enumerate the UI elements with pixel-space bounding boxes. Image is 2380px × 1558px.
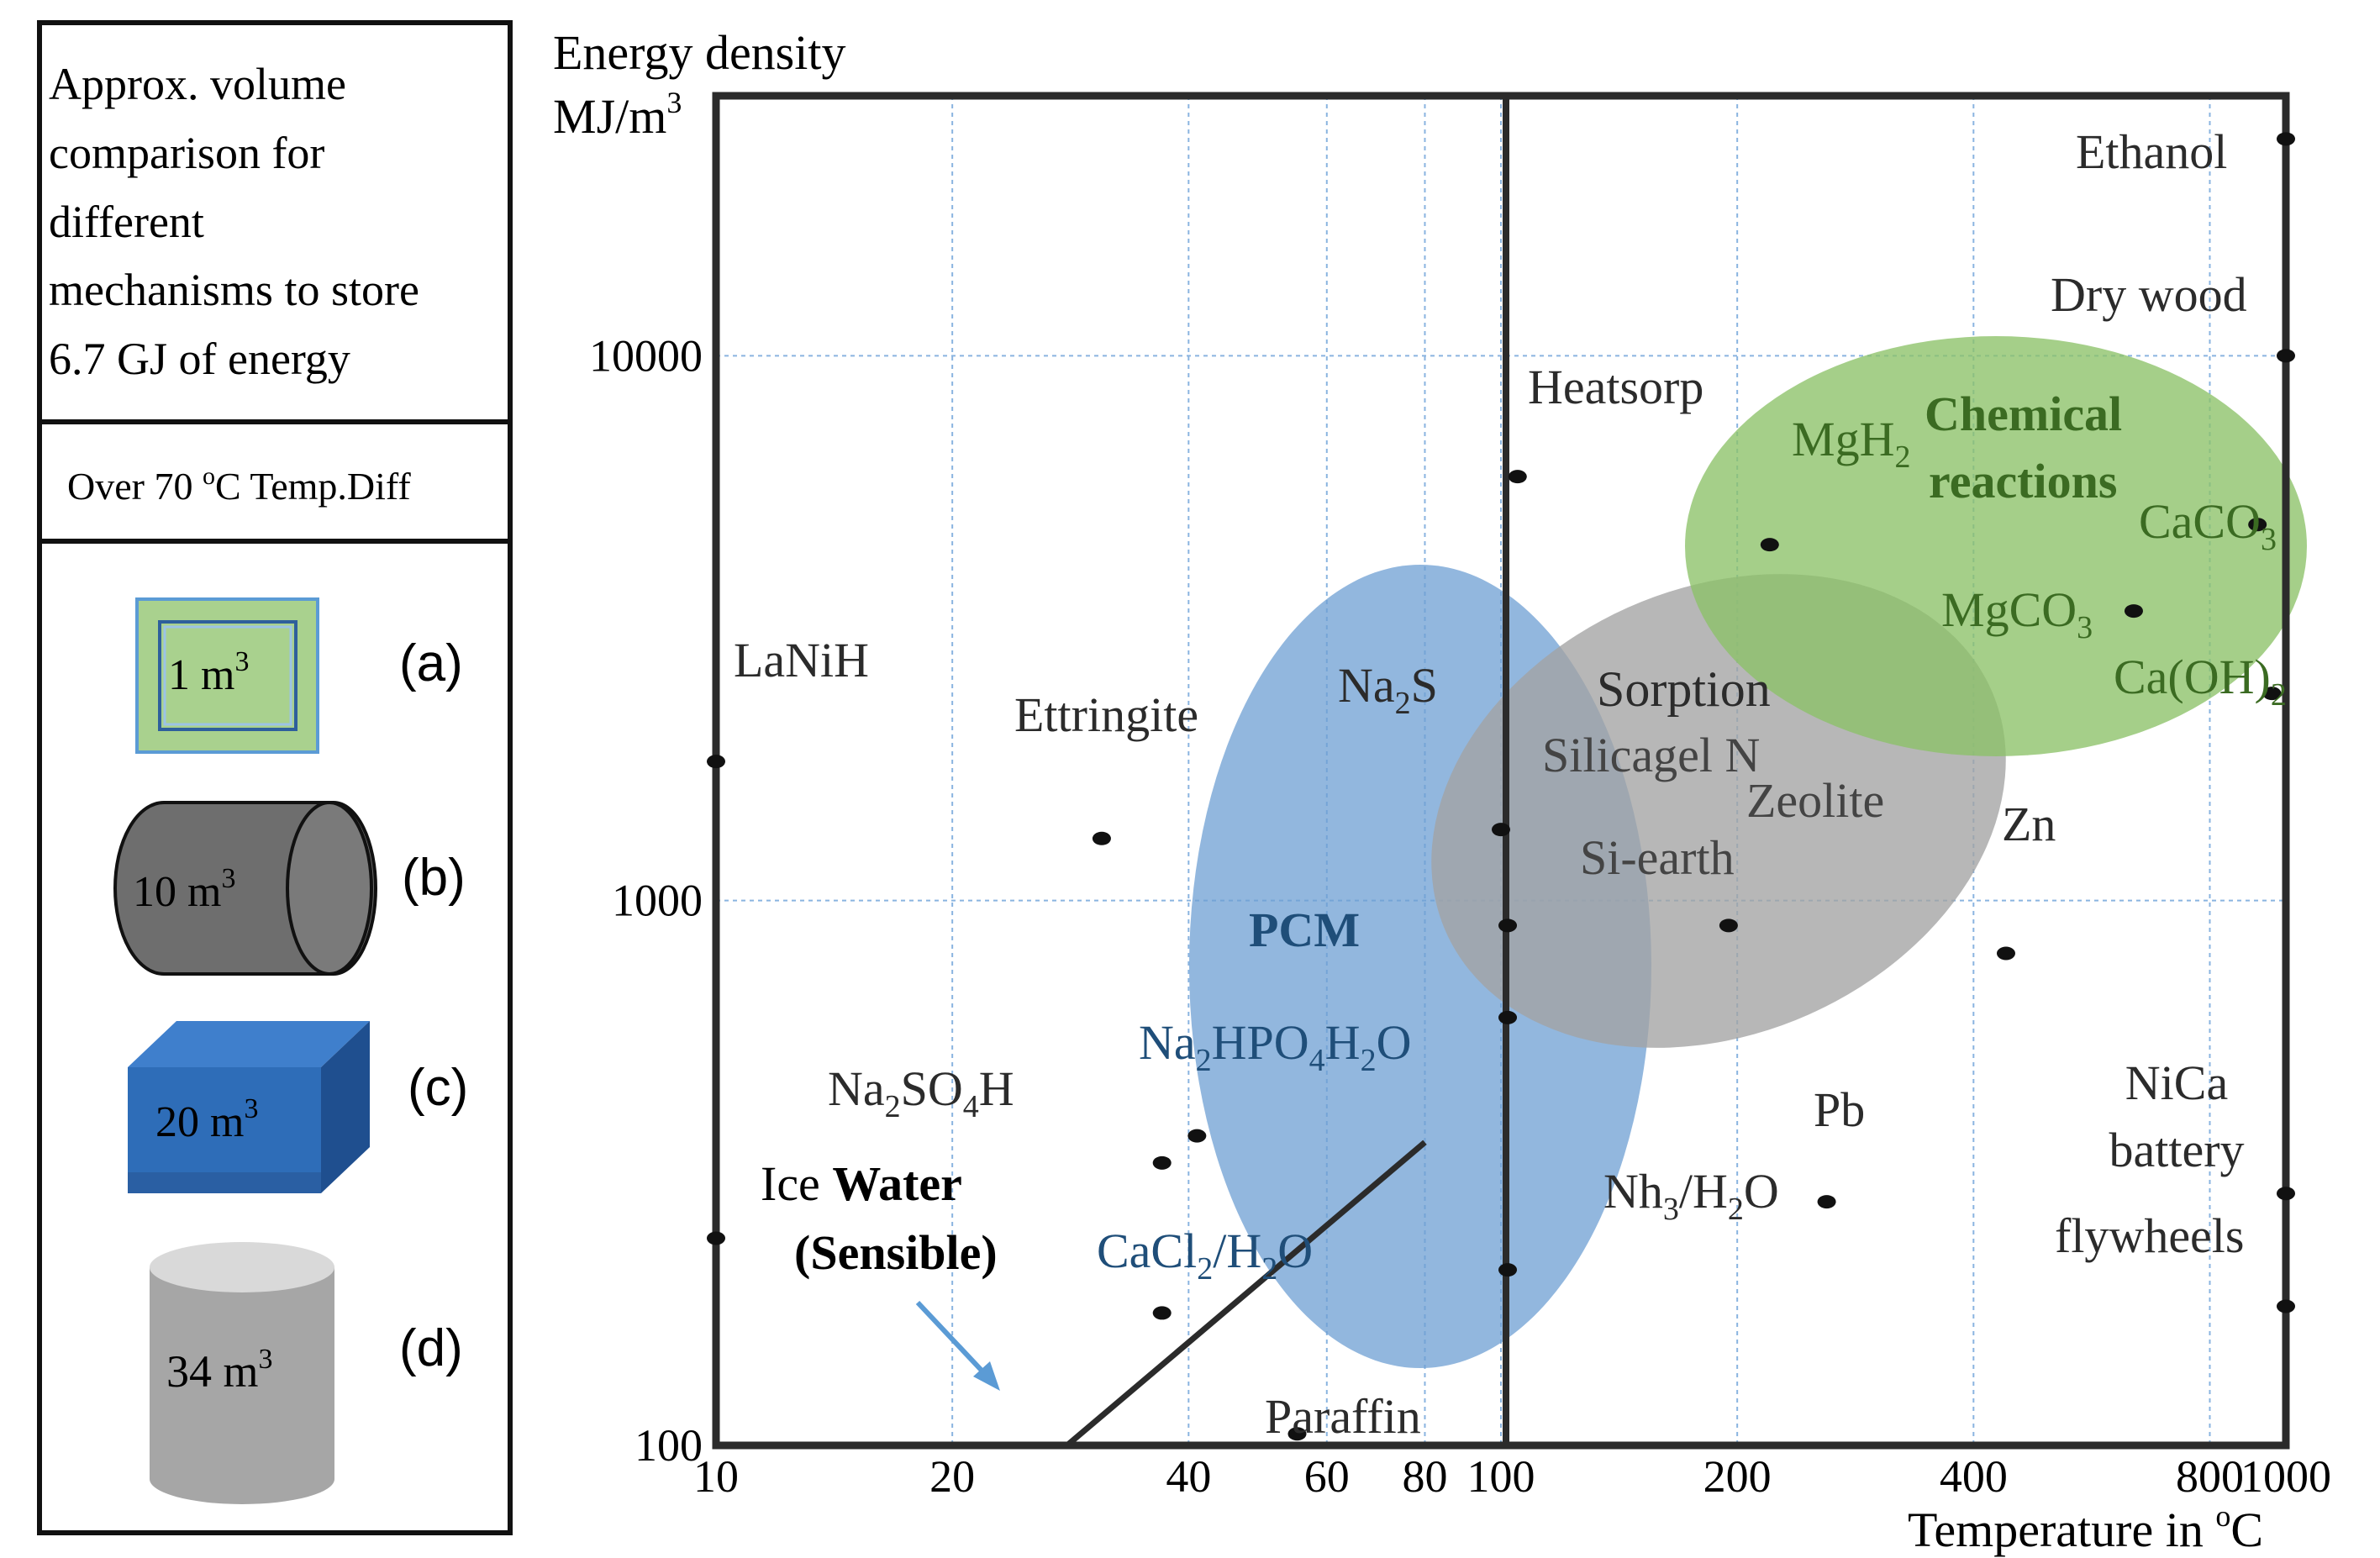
legend-panel: Approx. volume comparison for different … [37, 20, 513, 1535]
shape-b-volume: 10 m3 [133, 863, 235, 916]
data-point [1287, 1427, 1307, 1441]
shape-b-tag: (b) [402, 849, 466, 907]
shape-c-cuboid: 20 m3 [128, 1021, 370, 1193]
shape-c-volume: 20 m3 [155, 1093, 258, 1146]
shape-d-tank: 34 m3 [150, 1242, 334, 1504]
legend-title-line-4: mechanisms to store [49, 265, 419, 315]
point-label: Na2SO4H [828, 1061, 1014, 1124]
data-point [1498, 918, 1518, 933]
temp-diff-label: Over 70 oC Temp.Diff [67, 462, 411, 508]
point-label: Dry wood [2051, 267, 2247, 322]
data-point [1152, 1306, 1172, 1320]
region-chemical [1685, 336, 2307, 756]
data-point [1760, 538, 1779, 552]
x-tick-label: 20 [929, 1451, 975, 1502]
point-label-line-2: battery [2109, 1123, 2244, 1177]
shape-a-volume: 1 m3 [168, 646, 249, 699]
point-label: Ettringite [1014, 687, 1198, 742]
point-label: Na2HPO4H2O [1139, 1015, 1411, 1078]
data-point [2248, 518, 2267, 532]
point-label: Zeolite [1746, 773, 1884, 828]
data-point [2277, 1299, 2295, 1313]
region-label-sorption: Sorption [1597, 661, 1771, 717]
point-label: NiCa [2125, 1055, 2228, 1110]
y-tick-label: 1000 [612, 876, 703, 926]
region-label-chemical-1: Chemical [1925, 387, 2122, 441]
data-point [1092, 831, 1111, 845]
data-point [1498, 1263, 1518, 1277]
shape-d-volume: 34 m3 [166, 1344, 273, 1397]
y-tick-label: 100 [634, 1420, 703, 1471]
data-point [1498, 1010, 1518, 1024]
point-label: Nh3/H2O [1603, 1164, 1779, 1227]
point-label: Heatsorp [1528, 360, 1703, 414]
data-point [1492, 823, 1510, 837]
y-axis-label-line-2: MJ/m3 [553, 86, 682, 144]
point-label: Si-earth [1580, 830, 1735, 885]
data-point [2277, 132, 2295, 146]
point-label: LaNiH [734, 633, 869, 687]
annotation-sensible: (Sensible) [794, 1225, 998, 1280]
point-label: Paraffin [1265, 1389, 1421, 1444]
data-point [1719, 918, 1738, 933]
shape-d-tag: (d) [399, 1319, 463, 1377]
annotation-ice-water: Ice Water [761, 1156, 962, 1211]
annotation-arrow [915, 1300, 1000, 1391]
region-label-pcm: PCM [1249, 903, 1360, 957]
point-label: Pb [1814, 1082, 1865, 1137]
data-point [1508, 470, 1527, 484]
data-point [2124, 604, 2143, 618]
point-label: MgH2 [1792, 412, 1910, 475]
legend-title-line-2: comparison for [49, 128, 324, 178]
data-point [2277, 349, 2295, 363]
y-axis-label-line-1: Energy density [553, 25, 845, 80]
data-points: Ethanol Dry wood Heatsorp MgH2 CaCO3 MgCO3 Ca(… [707, 124, 2295, 1444]
point-label: CaCO3 [2139, 494, 2277, 557]
legend-title: Approx. volume comparison for different … [49, 59, 430, 384]
point-label: Ca(OH)2 [2114, 650, 2287, 713]
legend-title-line-5: 6.7 GJ of energy [49, 334, 350, 384]
point-label: Zn [2002, 797, 2056, 851]
data-point [2262, 687, 2282, 701]
point-label: flywheels [2055, 1208, 2245, 1263]
data-point [1187, 1129, 1207, 1143]
x-tick-label: 1000 [2240, 1451, 2331, 1502]
x-tick-label: 200 [1703, 1451, 1772, 1502]
point-label: Na2S [1338, 658, 1438, 721]
shape-b-cylinder: 10 m3 [113, 801, 377, 976]
sensible-water-line [1065, 1140, 1427, 1448]
data-point [1996, 946, 2015, 961]
region-label-chemical-2: reactions [1929, 454, 2117, 508]
x-axis-label: Temperature in oC [1908, 1499, 2263, 1557]
shape-a-tag: (a) [399, 634, 463, 692]
point-label: MgCO3 [1941, 582, 2093, 645]
x-tick-label: 800 [2176, 1451, 2244, 1502]
plot-frame [712, 92, 2290, 1450]
data-point [707, 1231, 725, 1245]
data-point [707, 755, 725, 769]
x-tick-label: 100 [1467, 1451, 1535, 1502]
shape-a-square: 1 m3 [135, 597, 319, 754]
temp-diff-box [37, 419, 513, 544]
point-label-silicagel: Silicagel N [1542, 728, 1760, 782]
point-label: Ethanol [2076, 124, 2227, 179]
chart: Energy density MJ/m3 10 20 40 60 80 100 200 400… [553, 25, 2331, 1557]
sensible-line-segment [1065, 1140, 1427, 1448]
x-tick-label: 10 [693, 1451, 739, 1502]
x-tick-label: 400 [1940, 1451, 2008, 1502]
data-point [2277, 1187, 2295, 1201]
y-tick-label: 10000 [589, 330, 703, 381]
data-point [1817, 1195, 1836, 1209]
x-tick-label: 60 [1304, 1451, 1350, 1502]
shape-c-tag: (c) [408, 1059, 468, 1117]
x-tick-label: 40 [1166, 1451, 1211, 1502]
legend-title-line-1: Approx. volume [49, 59, 346, 109]
title-box [37, 20, 513, 424]
point-label: CaCl2/H2O [1097, 1224, 1313, 1287]
x-tick-label: 80 [1402, 1451, 1447, 1502]
data-point [1152, 1155, 1172, 1170]
legend-title-line-3: different [49, 197, 204, 247]
